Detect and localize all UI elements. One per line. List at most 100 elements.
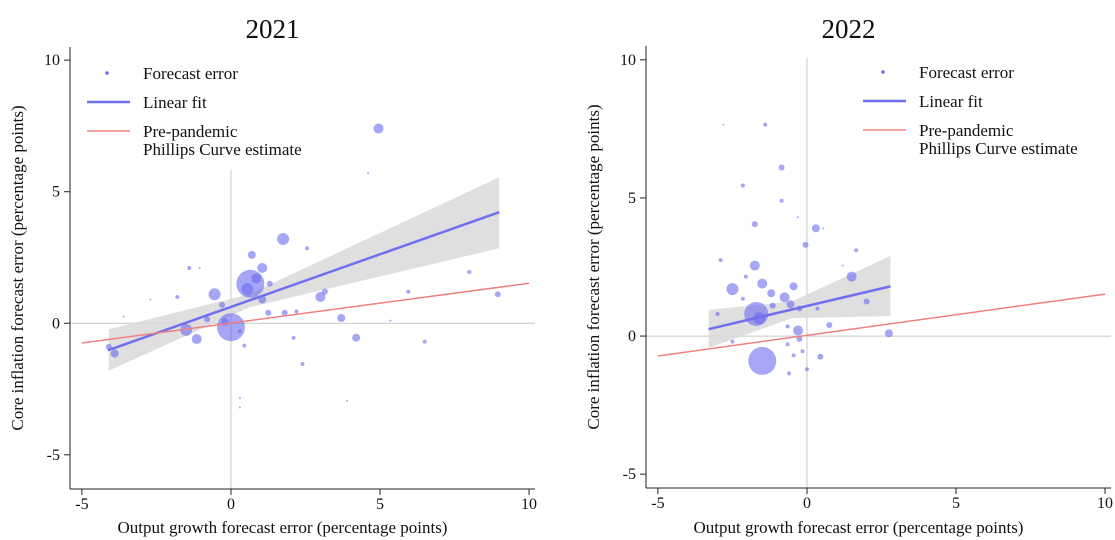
scatter-point bbox=[216, 313, 245, 342]
scatter-point bbox=[175, 294, 180, 299]
scatter-point bbox=[149, 298, 152, 301]
scatter-point bbox=[863, 298, 870, 305]
scatter-point bbox=[778, 164, 785, 171]
legend-marker bbox=[881, 70, 885, 74]
x-axis-label: Output growth forecast error (percentage… bbox=[118, 518, 448, 537]
scatter-point bbox=[726, 283, 739, 296]
y-tick-label: 0 bbox=[628, 328, 636, 345]
legend-text: Linear fit bbox=[143, 93, 207, 112]
scatter-point bbox=[779, 292, 790, 303]
scatter-point bbox=[785, 324, 790, 329]
scatter-point bbox=[722, 123, 725, 126]
scatter-point bbox=[337, 313, 346, 322]
scatter-point bbox=[740, 183, 745, 188]
scatter-point bbox=[802, 241, 809, 248]
scatter-point bbox=[204, 316, 211, 323]
scatter-point bbox=[467, 269, 472, 274]
scatter-point bbox=[815, 306, 820, 311]
scatter-point bbox=[219, 301, 226, 308]
scatter-point bbox=[787, 371, 792, 376]
scatter-point bbox=[257, 263, 268, 273]
fit-line bbox=[107, 211, 500, 352]
chart-title: 2021 bbox=[246, 14, 300, 44]
y-tick-label: -5 bbox=[623, 466, 636, 483]
legend-text: Linear fit bbox=[919, 92, 983, 111]
fit-line bbox=[708, 285, 891, 331]
y-tick-label: 5 bbox=[628, 190, 636, 207]
scatter-point bbox=[757, 278, 768, 289]
scatter-point bbox=[811, 224, 820, 233]
scatter-point bbox=[796, 335, 803, 342]
scatter-point bbox=[237, 329, 242, 334]
y-tick-label: 10 bbox=[620, 52, 636, 69]
scatter-point bbox=[294, 309, 299, 314]
scatter-point bbox=[422, 339, 427, 344]
scatter-point bbox=[251, 273, 262, 284]
panel: -5 0 5 10 -5 0 5 10 2021 Output growth forecast e… bbox=[8, 14, 537, 537]
reference-line bbox=[81, 282, 530, 344]
scatter-point bbox=[187, 266, 192, 270]
scatter-point bbox=[785, 342, 790, 347]
y-axis-label: Core inflation forecast error (percentag… bbox=[584, 104, 603, 429]
x-tick-label: 0 bbox=[803, 495, 811, 512]
x-tick-label: 5 bbox=[376, 496, 384, 513]
scatter-point bbox=[266, 280, 273, 287]
x-axis-label: Output growth forecast error (percentage… bbox=[694, 518, 1024, 537]
scatter-point bbox=[373, 123, 384, 134]
scatter-point bbox=[786, 300, 795, 309]
legend-text: Forecast error bbox=[919, 63, 1014, 82]
x-tick-label: -5 bbox=[75, 496, 88, 513]
scatter-point bbox=[743, 274, 748, 279]
scatter-point bbox=[817, 353, 824, 360]
scatter-point bbox=[352, 333, 361, 342]
legend-text: Forecast error bbox=[143, 64, 238, 83]
scatter-point bbox=[238, 406, 241, 409]
confidence-band bbox=[108, 177, 500, 371]
scatter-point bbox=[406, 289, 411, 294]
scatter-point bbox=[238, 397, 241, 400]
scatter-point bbox=[789, 282, 798, 291]
scatter-point bbox=[751, 221, 758, 228]
scatter-point bbox=[241, 283, 254, 296]
scatter-point bbox=[748, 346, 777, 375]
x-tick-label: 10 bbox=[521, 496, 537, 513]
scatter-point bbox=[315, 291, 326, 302]
scatter-point bbox=[300, 362, 305, 367]
scatter-point bbox=[779, 198, 784, 203]
scatter-point bbox=[180, 323, 193, 336]
reference-line bbox=[657, 293, 1106, 357]
scatter-point bbox=[198, 267, 201, 269]
scatter-point bbox=[769, 302, 776, 309]
scatter-point bbox=[797, 216, 800, 219]
scatter-point bbox=[854, 248, 859, 253]
scatter-point bbox=[367, 172, 370, 175]
scatter-point bbox=[730, 339, 735, 344]
chart-title: 2022 bbox=[822, 14, 876, 44]
panel: -5 0 5 10 -5 0 5 10 2022 Output growth forecast e… bbox=[584, 14, 1113, 537]
scatter-point bbox=[718, 258, 723, 263]
scatter-point bbox=[110, 349, 119, 358]
scatter-point bbox=[242, 343, 247, 348]
scatter-point bbox=[884, 329, 893, 338]
scatter-point bbox=[389, 319, 392, 322]
scatter-point bbox=[800, 349, 805, 354]
scatter-point bbox=[346, 399, 349, 402]
x-tick-label: -5 bbox=[651, 495, 664, 512]
y-tick-label: 0 bbox=[52, 315, 60, 332]
scatter-point bbox=[291, 335, 296, 340]
scatter-point bbox=[767, 289, 776, 298]
scatter-point bbox=[494, 291, 501, 298]
scatter-point bbox=[793, 325, 804, 336]
x-tick-label: 10 bbox=[1097, 495, 1113, 512]
legend-text: Pre-pandemic Phillips Curve estimate bbox=[919, 121, 1078, 158]
x-tick-label: 0 bbox=[227, 496, 235, 513]
y-tick-label: 5 bbox=[52, 184, 60, 201]
x-tick-label: 5 bbox=[952, 495, 960, 512]
scatter-point bbox=[841, 264, 844, 267]
scatter-point bbox=[791, 353, 796, 358]
scatter-point bbox=[265, 309, 272, 316]
scatter-point bbox=[749, 260, 760, 271]
y-axis-label: Core inflation forecast error (percentag… bbox=[8, 105, 27, 430]
scatter-point bbox=[804, 367, 809, 372]
